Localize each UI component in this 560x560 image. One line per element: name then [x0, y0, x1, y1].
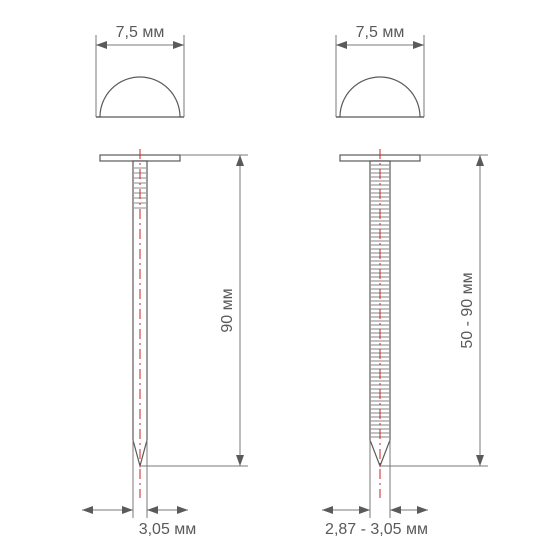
height-label: 50 - 90 мм: [459, 272, 476, 348]
shaft-width-label: 2,87 - 3,05 мм: [325, 521, 428, 538]
shaft-width-label: 3,05 мм: [139, 521, 197, 538]
height-label: 90 мм: [219, 288, 236, 332]
dome-cap: [336, 77, 424, 117]
top-width-label: 7,5 мм: [116, 24, 165, 41]
top-width-label: 7,5 мм: [356, 24, 405, 41]
dome-cap: [96, 77, 184, 117]
technical-drawing: 7,5 мм 90 мм 3,05 мм 7,5 мм 50 - 90 мм 2,87 -…: [0, 0, 560, 560]
